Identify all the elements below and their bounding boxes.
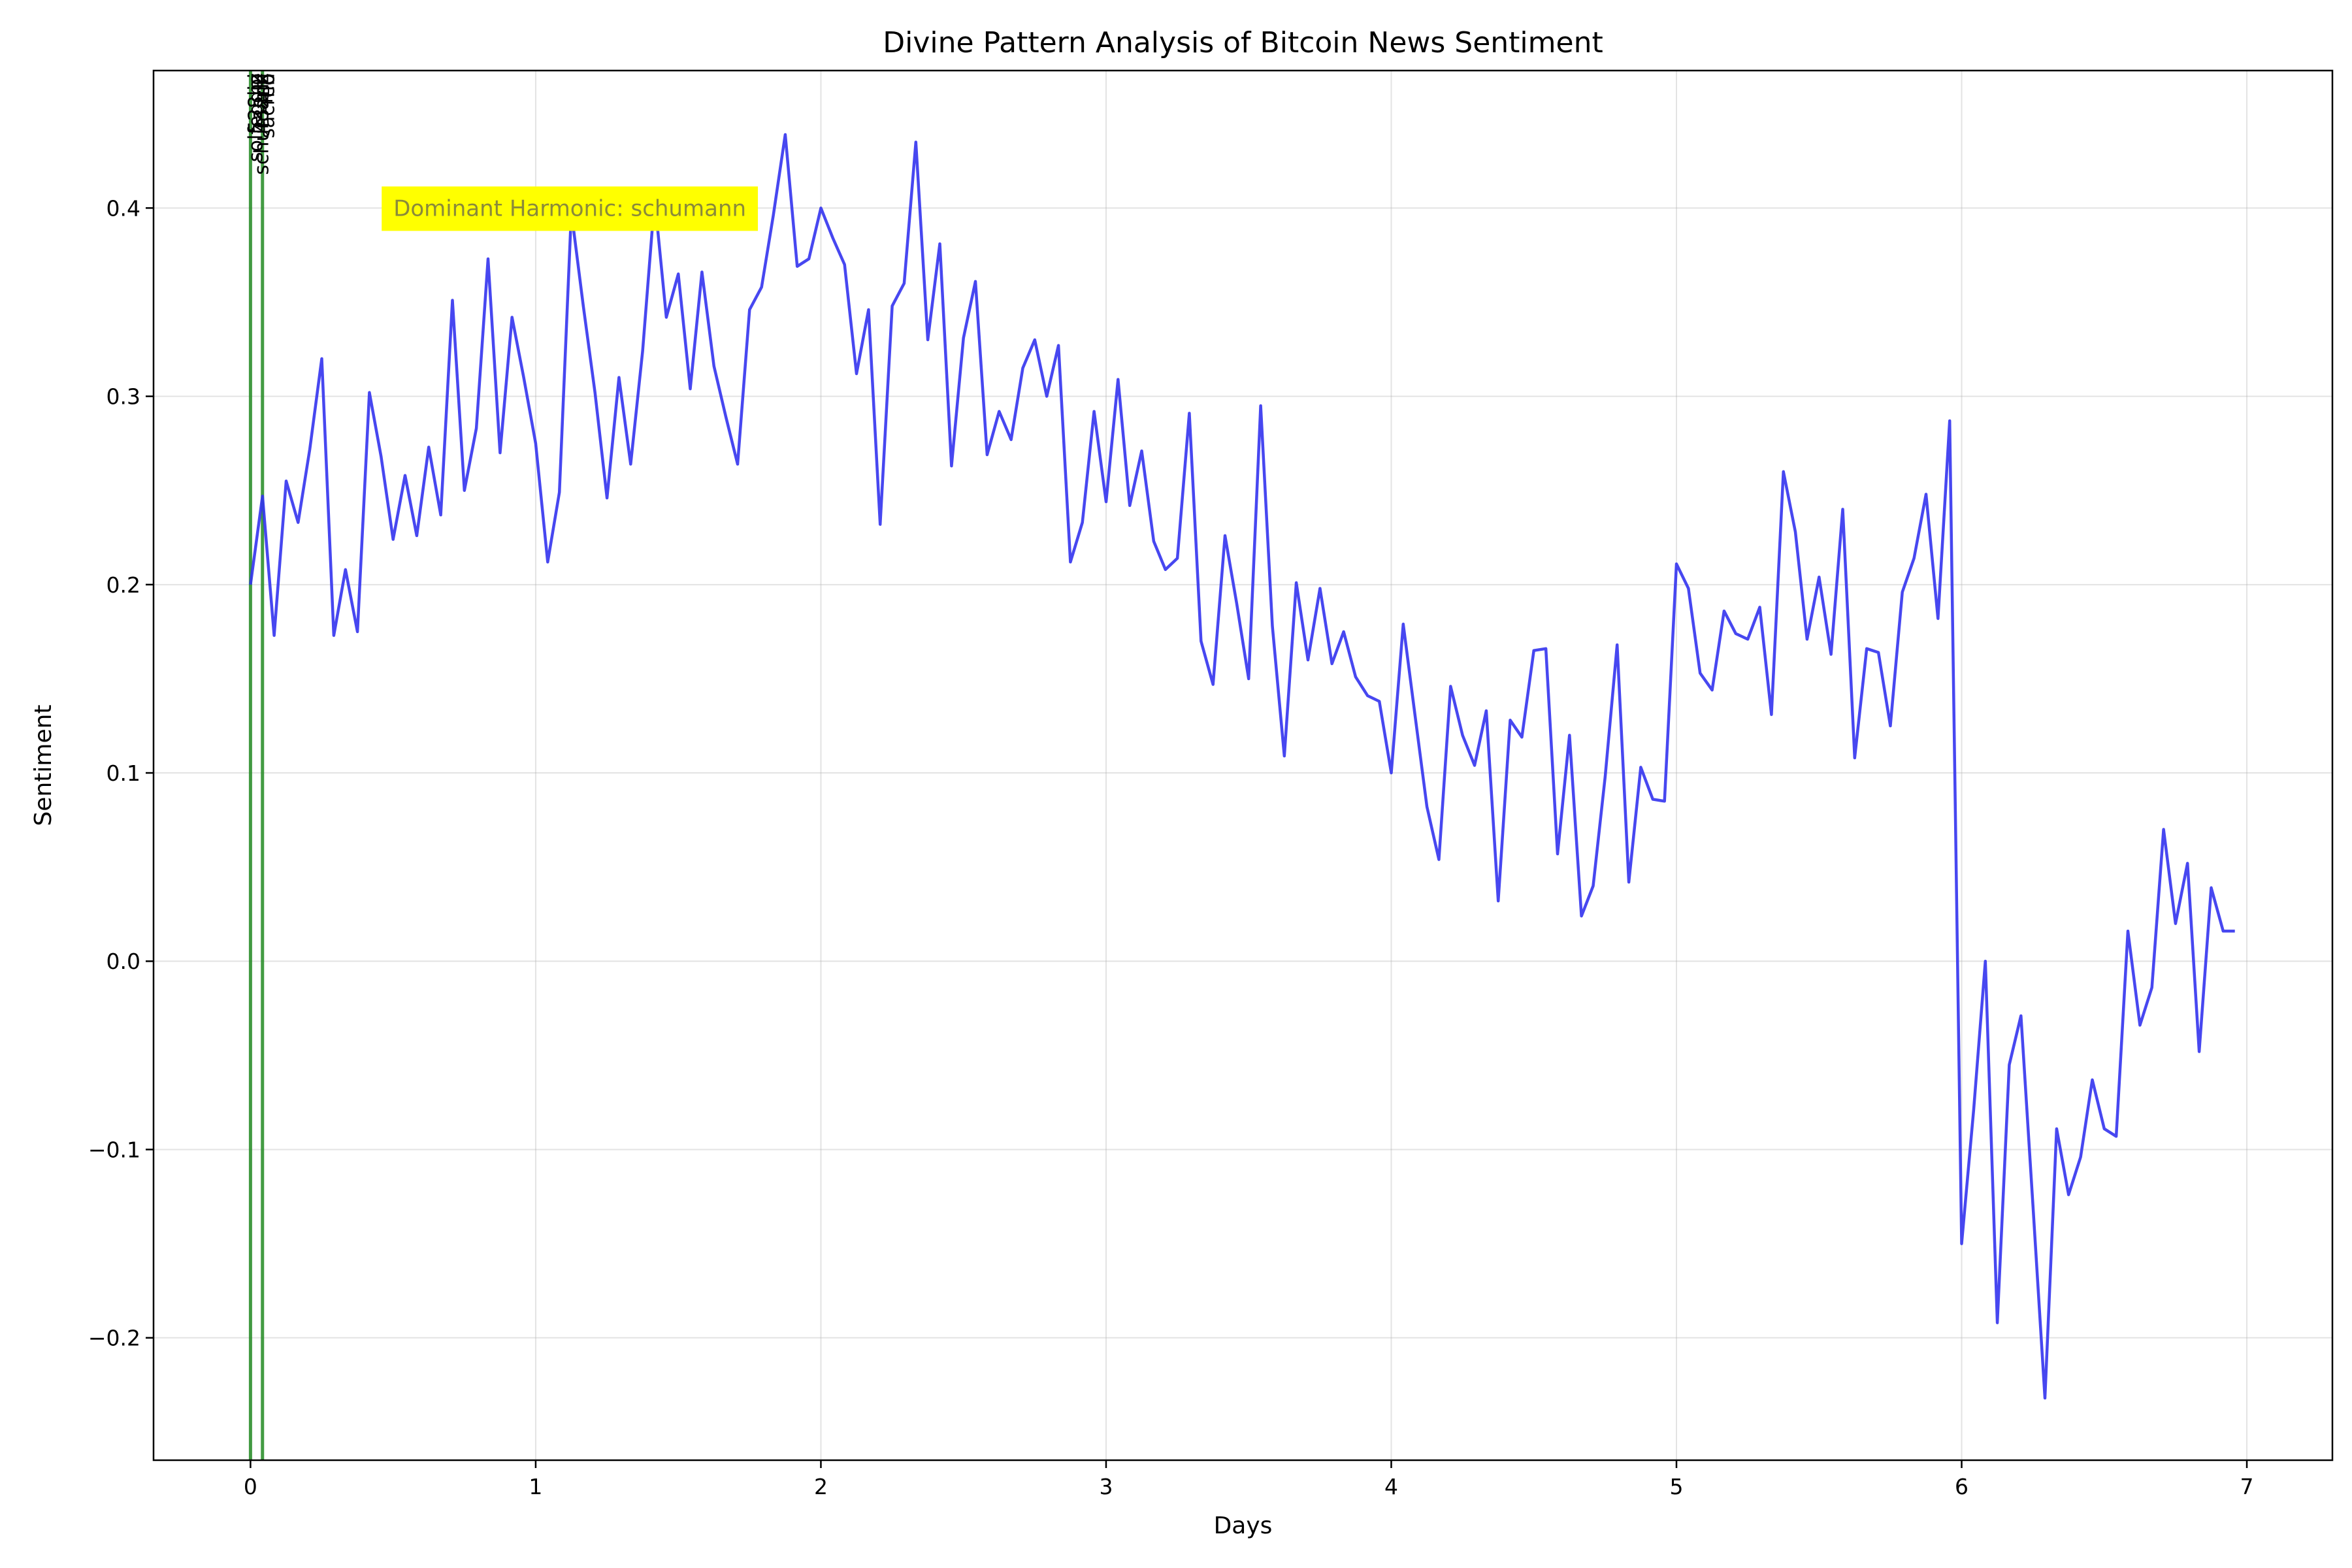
harmonic-label: 432hz [250,73,273,133]
x-tick-label: 4 [1384,1474,1398,1499]
x-tick-label: 0 [244,1474,257,1499]
harmonic-lines [248,71,265,1460]
annotation-background [382,186,759,231]
x-tick-label: 6 [1955,1474,1968,1499]
harmonic-label: phi [250,73,273,103]
plot-frame [152,69,2334,1462]
y-tick-label: −0.1 [88,1137,140,1162]
harmonic-label: schumann [250,73,273,175]
harmonic-label: pi [244,73,267,91]
x-tick-label: 1 [529,1474,542,1499]
y-tick-label: 0.4 [106,195,140,221]
sentiment-series-line [249,133,2235,1400]
harmonic-label: 528hz [244,73,267,133]
y-tick-label: 0.3 [106,384,140,410]
annotation-text: Dominant Harmonic: schumann [393,195,746,221]
y-tick-label: 0.2 [106,572,140,598]
x-tick-label: 2 [814,1474,828,1499]
x-tick-label: 3 [1099,1474,1113,1499]
y-tick-label: −0.2 [88,1326,140,1351]
harmonic-label: sacred [256,73,279,139]
y-tick-label: 0.0 [106,949,140,974]
x-axis-ticks: 0 1 2 3 4 5 6 7 [244,1460,2254,1499]
x-tick-label: 7 [2240,1474,2254,1499]
harmonic-label: solfeggio [244,73,267,162]
x-tick-label: 5 [1670,1474,1684,1499]
y-axis-ticks: −0.2 −0.1 0.0 0.1 0.2 0.3 0.4 [88,195,154,1351]
dominant-harmonic-annotation: Dominant Harmonic: schumann [382,186,759,231]
y-axis-label: Sentiment [30,704,57,826]
x-axis-label: Days [1214,1512,1273,1539]
y-tick-label: 0.1 [106,760,140,786]
harmonic-labels: solfeggioschumannsacredpiphifib528hz432h… [244,73,279,175]
harmonic-label: fib [256,73,279,98]
chart-title: Divine Pattern Analysis of Bitcoin News … [883,26,1603,59]
